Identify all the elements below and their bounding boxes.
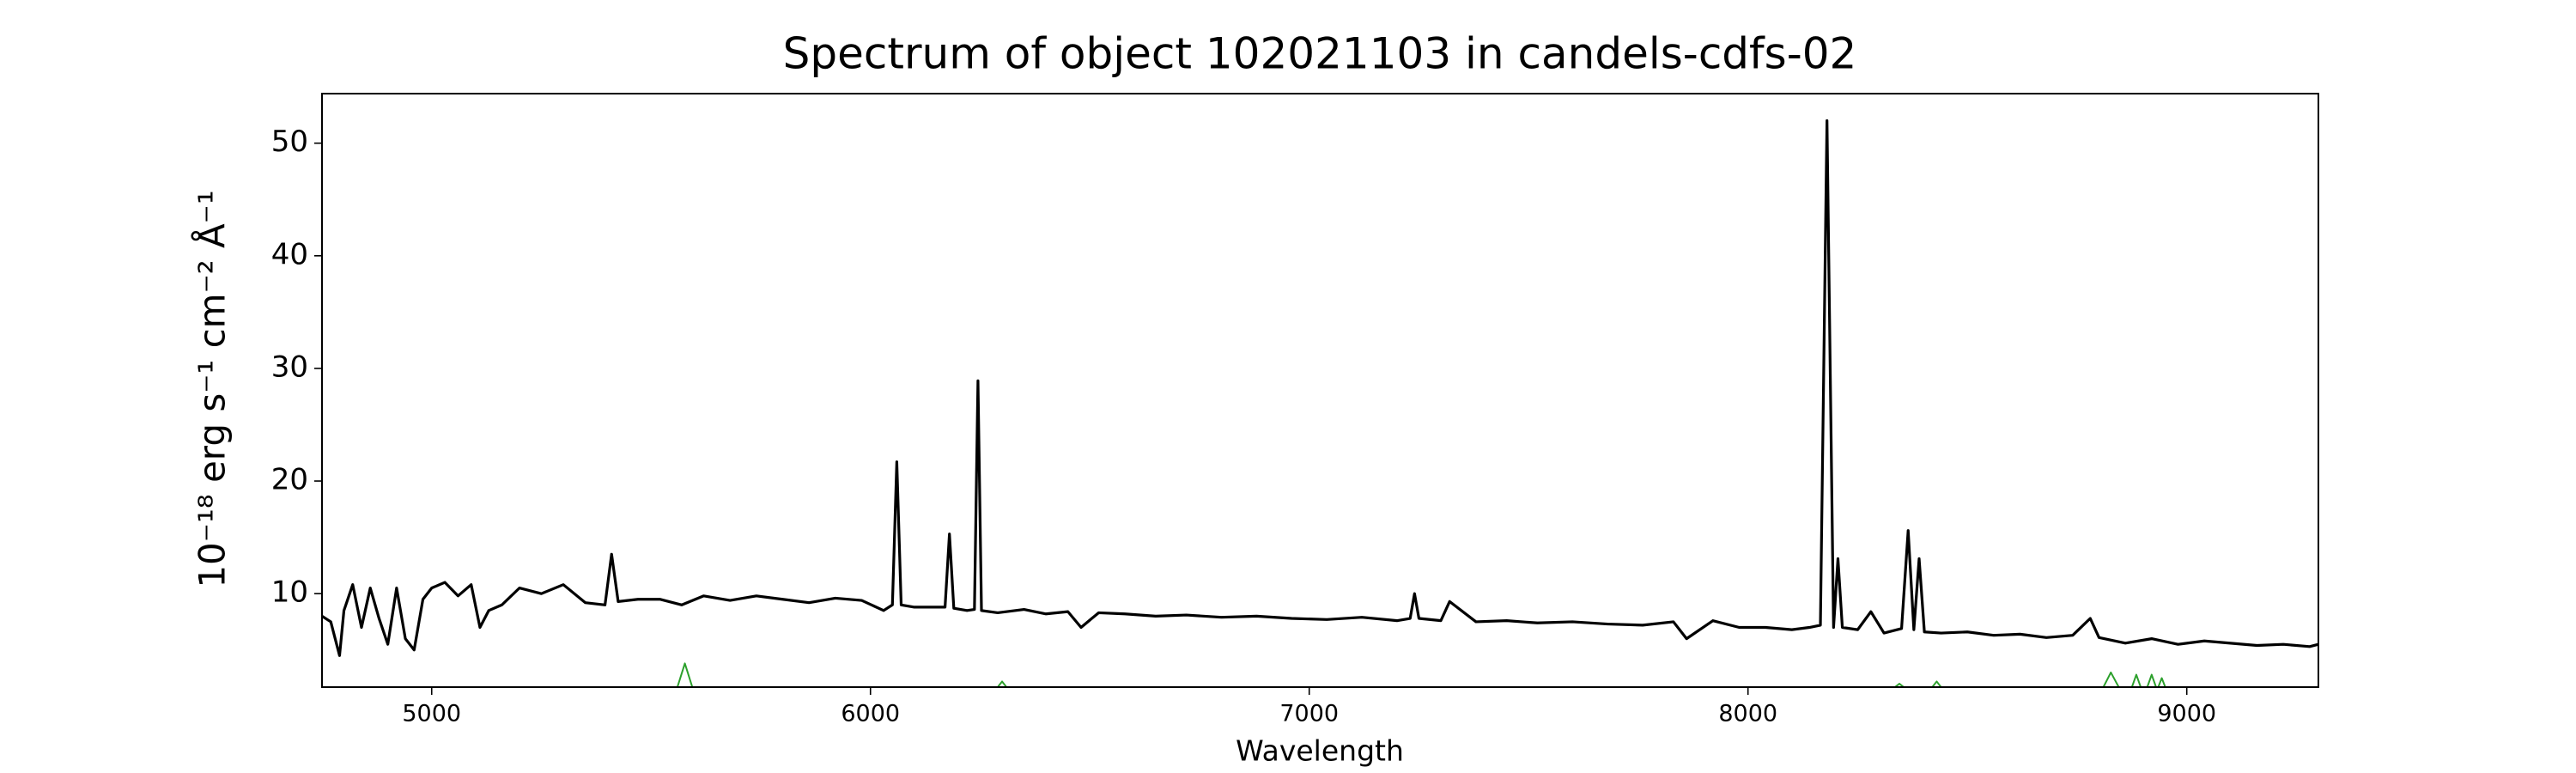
x-tick-label: 5000 [402, 701, 461, 727]
y-tick-label: 50 [271, 125, 308, 159]
y-axis-label: 10⁻¹⁸ erg s⁻¹ cm⁻² Å⁻¹ [191, 190, 234, 587]
spectrum-line [322, 662, 2318, 687]
y-tick-label: 30 [271, 350, 308, 384]
y-tick-label: 40 [271, 237, 308, 271]
x-tick-label: 9000 [2157, 701, 2216, 727]
plot-frame [321, 93, 2319, 688]
x-tick-label: 6000 [841, 701, 900, 727]
y-tick-label: 10 [271, 575, 308, 610]
x-tick-label: 8000 [1718, 701, 1777, 727]
x-axis-label: Wavelength [1236, 734, 1404, 768]
y-tick-label: 20 [271, 463, 308, 497]
chart-title: Spectrum of object 102021103 in candels-… [783, 29, 1857, 79]
spectrum-line [322, 119, 2318, 657]
x-tick-label: 7000 [1279, 701, 1339, 727]
